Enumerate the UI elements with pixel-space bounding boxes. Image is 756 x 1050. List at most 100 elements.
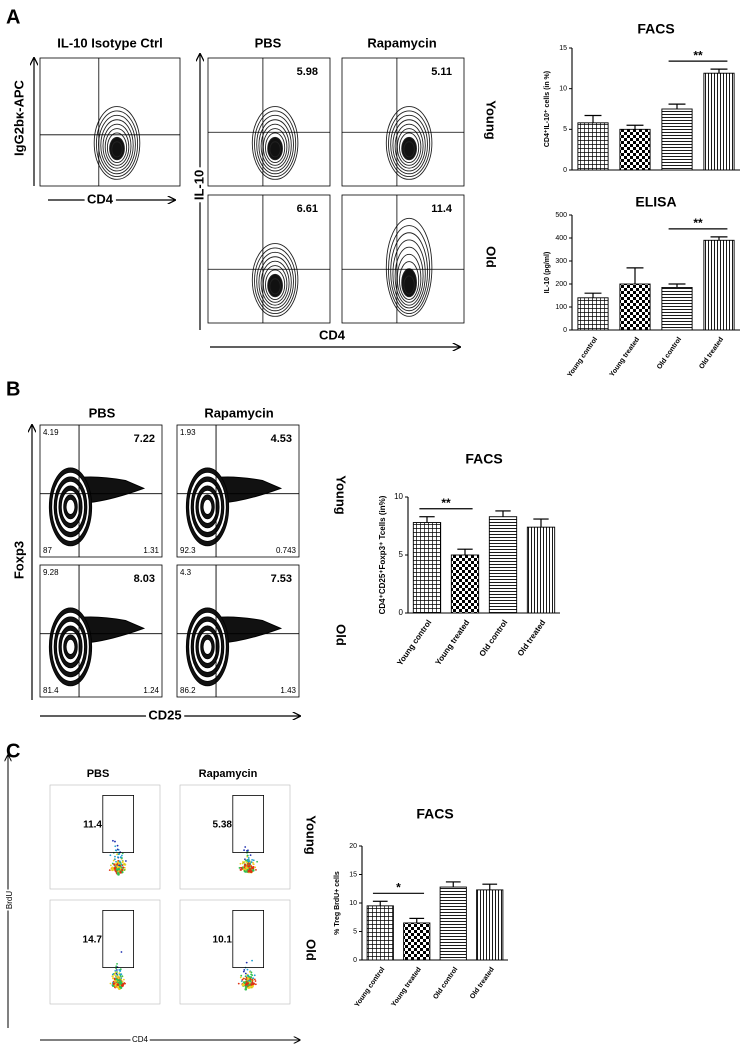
label: * <box>396 880 401 894</box>
label: 8.03 <box>134 573 155 585</box>
x-tick-label: Young treated <box>433 618 471 667</box>
bar <box>577 297 609 331</box>
contour <box>265 132 286 164</box>
event <box>113 973 116 976</box>
event <box>116 848 119 851</box>
event <box>253 978 256 981</box>
label: 7.22 <box>134 433 155 445</box>
contour <box>403 141 415 158</box>
dot-cloud <box>237 959 257 991</box>
y-tick-label: 20 <box>349 843 357 850</box>
contour <box>399 132 420 164</box>
event <box>254 980 257 982</box>
label: PBS <box>89 405 116 420</box>
event <box>244 985 248 989</box>
contour <box>258 119 292 172</box>
x-tick-label: Old treated <box>469 966 496 1000</box>
event <box>111 862 114 865</box>
label: Old <box>484 246 499 268</box>
event <box>124 863 127 866</box>
zebra-ring <box>65 498 76 515</box>
zebra-ring <box>202 638 213 655</box>
event <box>119 975 122 978</box>
event <box>116 971 118 973</box>
label: 1.31 <box>143 546 159 555</box>
event <box>242 860 244 863</box>
event <box>118 860 121 863</box>
contour <box>396 253 422 303</box>
event <box>114 855 116 858</box>
event <box>114 969 117 972</box>
event <box>246 861 248 864</box>
y-tick-label: 100 <box>555 304 567 311</box>
dot-cloud <box>109 951 126 990</box>
y-axis-label: % Treg BrdU+ cells <box>334 871 341 935</box>
x-tick-label: Young treated <box>390 966 422 1008</box>
plot-frame <box>341 194 465 324</box>
label: FACS <box>416 806 453 822</box>
bar <box>488 516 518 614</box>
gate <box>232 910 265 969</box>
event <box>251 959 253 962</box>
y-tick-label: 0 <box>399 608 404 617</box>
event <box>255 868 257 871</box>
bar <box>412 522 442 614</box>
plot-frame <box>179 784 291 890</box>
contour <box>258 256 292 309</box>
y-axis-label: CD4⁺CD25⁺Foxp3⁺ Tcells (in%) <box>378 495 387 614</box>
label: 87 <box>43 546 52 555</box>
y-tick-label: 10 <box>394 492 403 501</box>
label: CD4 <box>87 191 114 206</box>
label: Young <box>484 100 499 140</box>
event <box>111 868 114 872</box>
event <box>109 864 112 867</box>
plot-frame <box>179 899 291 1005</box>
event <box>249 976 252 979</box>
x-tick-label: Young treated <box>609 336 641 378</box>
label: IL-10 Isotype Ctrl <box>57 35 162 50</box>
event <box>250 973 253 976</box>
event <box>113 979 116 982</box>
event <box>251 869 255 872</box>
event <box>250 971 253 974</box>
contour <box>111 141 123 158</box>
event <box>256 860 259 863</box>
plot-frame <box>49 899 161 1005</box>
contour <box>262 265 288 303</box>
event <box>123 866 126 869</box>
contour <box>106 132 128 164</box>
event <box>114 975 117 977</box>
event <box>240 980 243 983</box>
event <box>113 977 116 980</box>
label: 7.53 <box>271 573 292 585</box>
event <box>243 969 246 971</box>
event <box>121 854 123 857</box>
label: 92.3 <box>180 546 196 555</box>
y-tick-label: 5 <box>353 928 357 935</box>
event <box>125 860 127 862</box>
y-tick-label: 0 <box>563 327 567 334</box>
label: 0.743 <box>276 546 297 555</box>
event <box>115 977 118 980</box>
contour <box>104 128 130 166</box>
event <box>248 863 251 866</box>
label: Rapamycin <box>199 768 258 780</box>
contour <box>251 106 299 180</box>
event <box>251 978 254 981</box>
y-tick-label: 5 <box>563 126 567 133</box>
event <box>247 857 250 859</box>
x-tick-label: Young control <box>395 618 433 667</box>
contour <box>269 278 281 295</box>
bar <box>619 128 651 171</box>
y-tick-label: 15 <box>559 45 567 52</box>
event <box>118 864 121 867</box>
event <box>121 983 125 986</box>
label: 1.93 <box>180 428 196 437</box>
bar <box>476 889 504 961</box>
event <box>240 866 243 869</box>
event <box>241 862 244 865</box>
event <box>252 859 255 862</box>
event <box>111 977 114 980</box>
contour <box>392 239 426 309</box>
event <box>252 977 254 980</box>
